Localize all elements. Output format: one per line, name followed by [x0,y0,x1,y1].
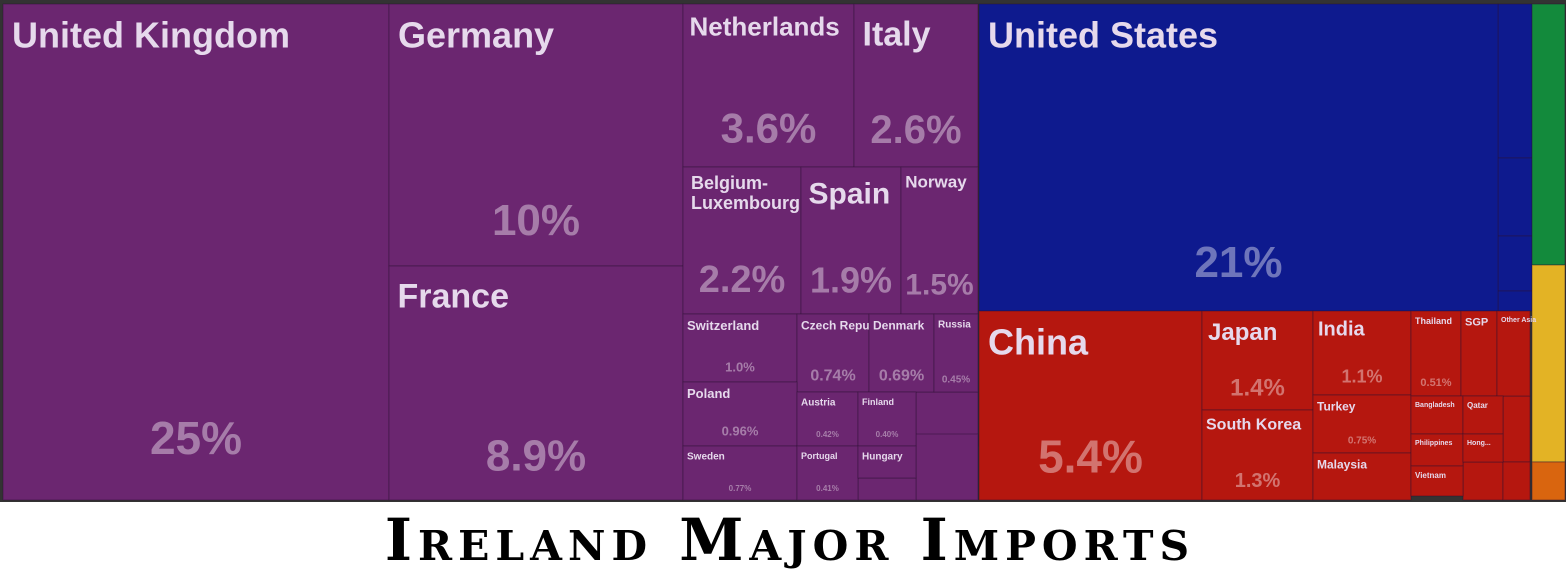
tile [978,3,1499,312]
tile-label: SGP [1465,317,1488,329]
value-label: 0.40% [876,430,899,439]
tile-label: Qatar [1467,401,1488,410]
value-label: 1.0% [725,359,755,374]
tile [1410,465,1464,497]
tile [682,166,802,315]
tile [933,313,979,393]
value-label: 0.45% [942,375,970,386]
tile [682,313,798,383]
tile-label: Other Asia [1501,317,1536,324]
tile [857,391,917,447]
tile [682,381,798,447]
tile-label: China [988,322,1089,363]
tile [682,445,798,501]
value-label: 2.6% [870,108,961,152]
tile-label: Philippines [1415,440,1452,447]
minor-tiles [857,3,1566,501]
value-label: 0.77% [729,484,752,493]
tile-label: Portugal [801,451,838,461]
tile-label: Bangladesh [1415,402,1455,409]
value-label: 0.51% [1420,377,1451,389]
tile-label: Spain [809,177,891,210]
tile [800,166,902,315]
tile [978,310,1203,501]
value-label: 1.1% [1341,367,1382,387]
value-label: 0.69% [879,367,924,384]
value-label: 8.9% [486,432,586,481]
tile [796,445,859,501]
value-label: 1.5% [905,269,973,302]
tile-label: Hong... [1467,440,1491,447]
value-label: 3.6% [721,105,817,152]
tile [857,445,917,479]
tile-label: Austria [801,398,836,409]
tile-label: Vietnam [1415,471,1446,480]
tile-label: Netherlands [690,12,840,42]
tile-label: Denmark [873,318,925,332]
tile-label: Norway [905,173,967,192]
tile-label: Sweden [687,452,725,463]
value-label: 1.3% [1235,470,1281,492]
tile [1496,310,1531,397]
tile [853,3,979,168]
tile-label: Poland [687,386,730,401]
value-label: 5.4% [1038,431,1143,483]
tile [388,265,684,501]
value-label: 0.75% [1348,436,1376,447]
tile-label: Thailand [1415,316,1452,326]
tile-label: Germany [398,15,554,56]
tile-label: Hungary [862,452,903,463]
tile [1201,409,1314,501]
tile-label: South Korea [1206,416,1301,433]
value-label: 10% [492,196,580,245]
tile-label: United Kingdom [12,15,290,56]
tiles: United Kingdom 25% Germany 10% France 8.9% Net… [2,3,1536,501]
value-label: 1.9% [810,260,892,301]
value-label: 0.41% [816,484,839,493]
tile-label: Russia [938,320,971,331]
tile-label: United States [988,15,1218,56]
tile [796,391,859,447]
tile-label: Turkey [1317,399,1356,413]
value-label: 21% [1194,238,1282,287]
tile [1462,395,1504,435]
value-label: 1.4% [1230,375,1285,402]
tile-label: France [398,277,510,315]
tile-label: India [1318,318,1366,340]
tile [1410,433,1464,467]
value-label: 25% [150,412,242,464]
tile-label: Switzerland [687,318,759,333]
value-label: 0.42% [816,430,839,439]
tile-label: Japan [1208,319,1277,346]
tile [868,313,935,393]
value-label: 0.96% [722,423,759,438]
tile-label: Belgium-Luxembourg [691,173,800,213]
tile [1201,310,1314,411]
tile [682,3,855,168]
value-label: 0.74% [810,367,855,384]
chart-title: Ireland Major Imports [385,506,1195,573]
tile [1462,433,1504,463]
tile [900,166,979,315]
tile-label: Finland [862,397,894,407]
tile-label: Italy [863,15,931,53]
tile [388,3,684,267]
tile [1312,394,1412,454]
tile [1312,310,1412,396]
tile [2,3,390,501]
tile-label: Malaysia [1317,457,1367,471]
value-label: 2.2% [699,259,786,301]
tile-label: Czech Republic [801,318,891,332]
